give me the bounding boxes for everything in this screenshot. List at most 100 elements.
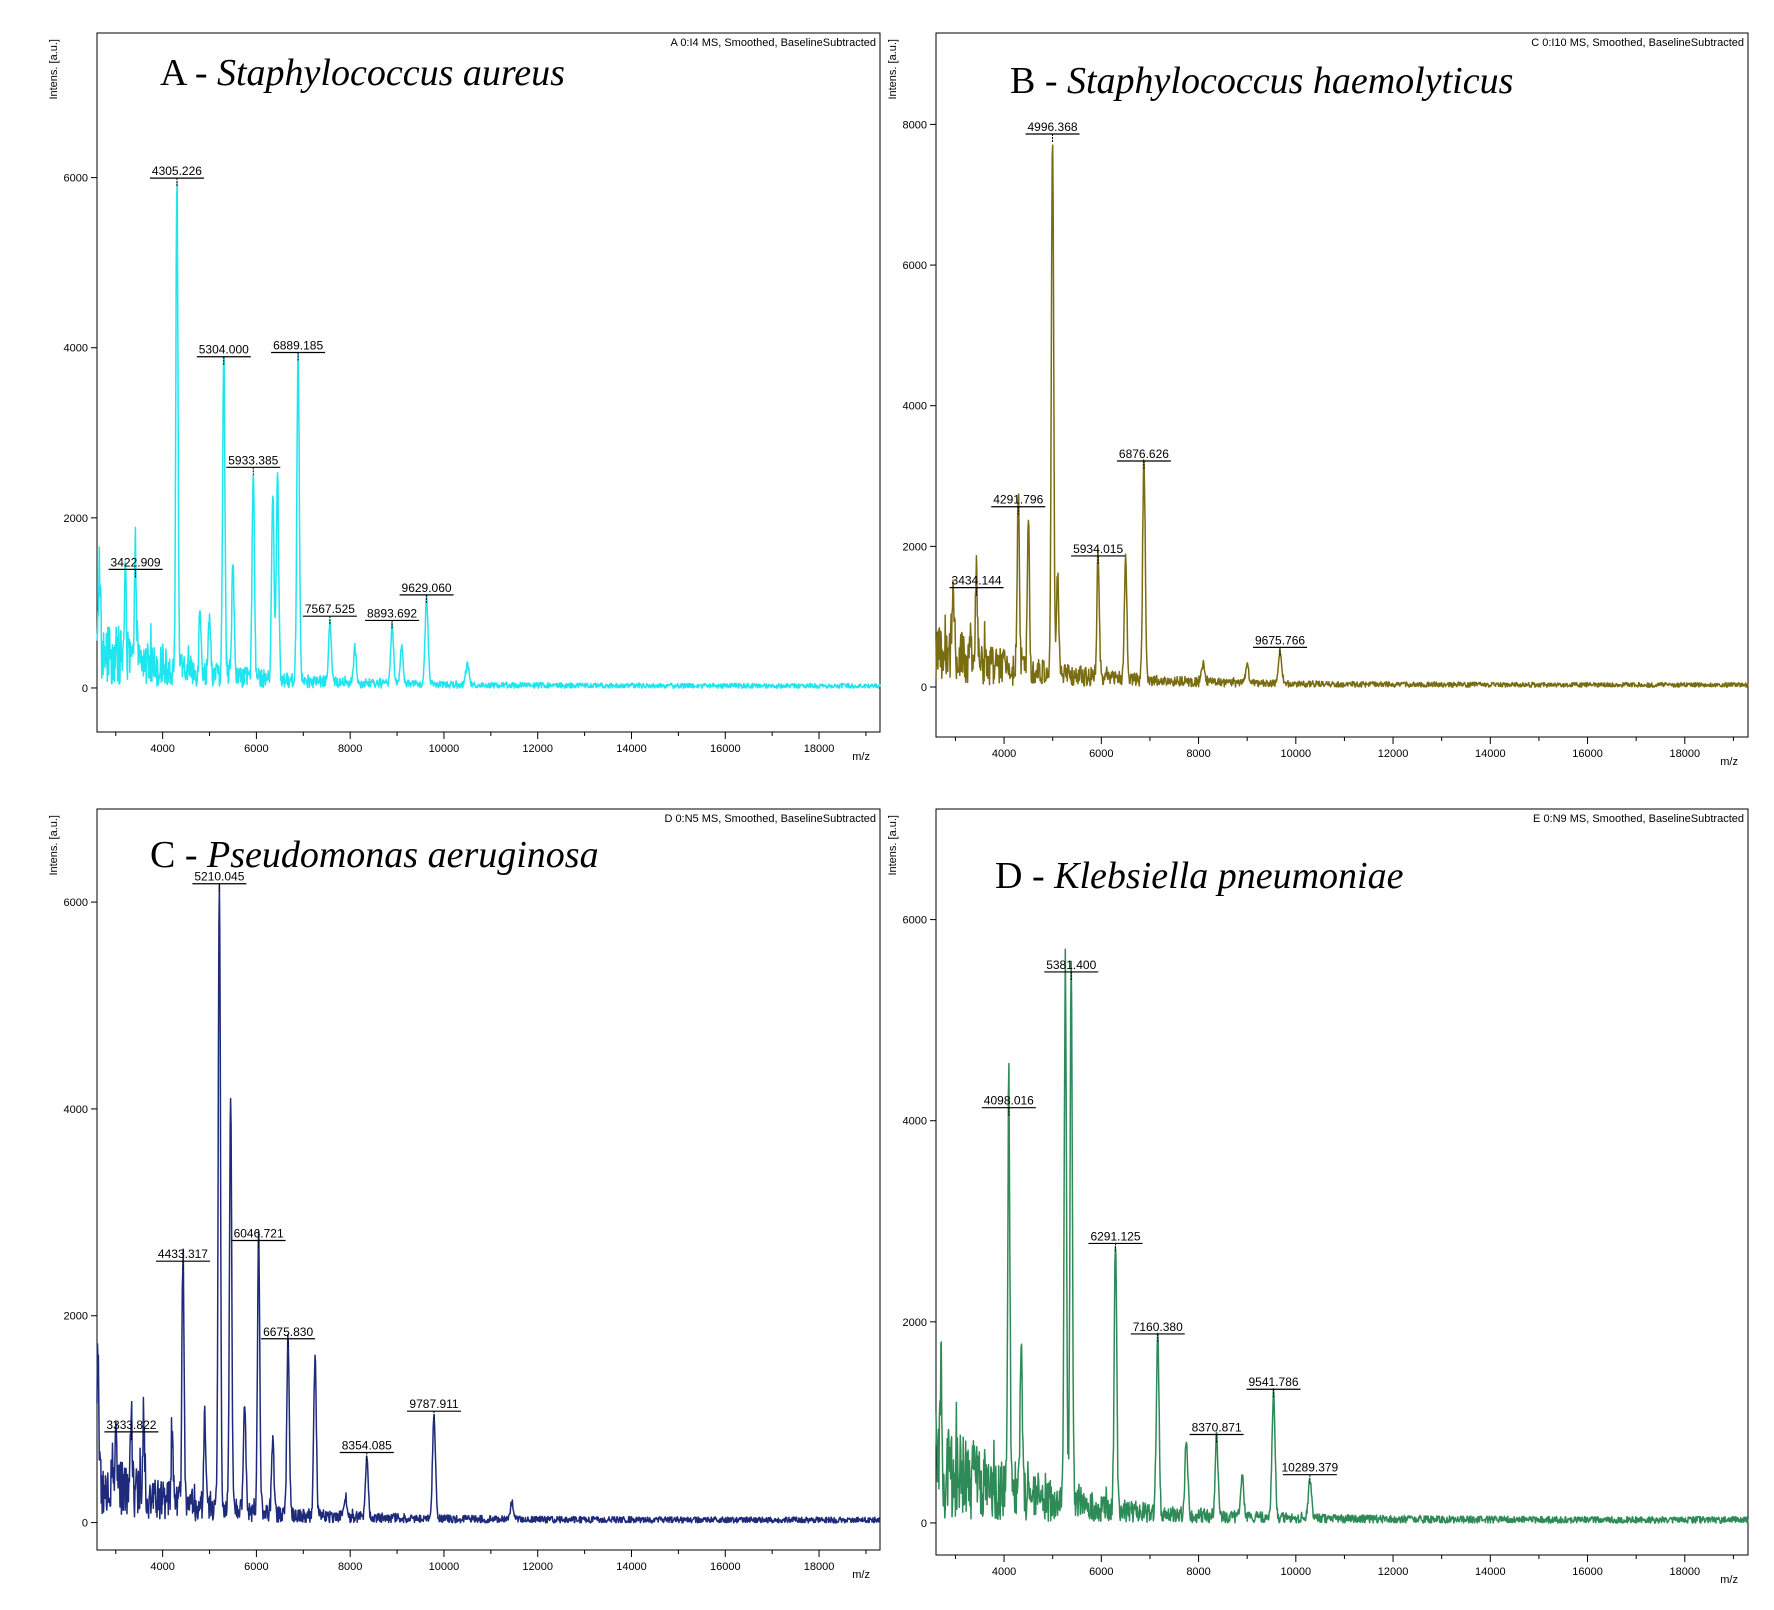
spectrum-header: A 0:I4 MS, Smoothed, BaselineSubtracted <box>671 37 876 49</box>
x-axis-label: m/z <box>852 1569 870 1581</box>
peak-label: 6876.626 <box>1119 447 1169 461</box>
peak-label: 4305.226 <box>152 164 202 178</box>
peak-label: 5933.385 <box>228 453 278 467</box>
peak-label: 4433.317 <box>158 1247 208 1261</box>
panel-title: C - Pseudomonas aeruginosa <box>150 834 599 876</box>
spectrum-trace <box>935 144 1749 688</box>
spectrum-panel-2: C 0:I10 MS, Smoothed, BaselineSubtracted… <box>887 32 1749 768</box>
plot-frame <box>935 32 1749 738</box>
spectrum-trace <box>96 180 881 689</box>
x-tick-label: 4000 <box>150 743 174 755</box>
y-axis-label: Intens. [a.u.] <box>48 39 60 100</box>
y-tick-label: 6000 <box>903 260 927 272</box>
peak-label: 10289.379 <box>1282 1461 1339 1475</box>
peak-label: 3333.822 <box>106 1418 156 1432</box>
panel-title: B - Staphylococcus haemolyticus <box>1010 60 1513 102</box>
y-tick-label: 4000 <box>64 343 88 355</box>
y-tick-label: 0 <box>921 1518 927 1530</box>
panel-label: B - <box>1010 60 1067 102</box>
x-tick-label: 18000 <box>1669 748 1700 760</box>
x-tick-label: 16000 <box>710 1561 741 1573</box>
peak-label: 4996.368 <box>1027 120 1077 134</box>
peak-label: 9675.766 <box>1255 633 1305 647</box>
x-tick-label: 10000 <box>429 743 460 755</box>
x-axis-label: m/z <box>1720 1574 1738 1586</box>
peak-label: 7567.525 <box>305 602 355 616</box>
peak-label: 8893.692 <box>367 606 417 620</box>
x-tick-label: 14000 <box>1475 748 1506 760</box>
y-tick-label: 2000 <box>64 1311 88 1323</box>
peak-label: 3422.909 <box>111 555 161 569</box>
spectrum-header: E 0:N9 MS, Smoothed, BaselineSubtracted <box>1533 813 1744 825</box>
x-tick-label: 18000 <box>804 1561 835 1573</box>
y-axis-label: Intens. [a.u.] <box>887 815 899 876</box>
x-tick-label: 12000 <box>522 1561 553 1573</box>
x-tick-label: 8000 <box>338 743 362 755</box>
x-tick-label: 4000 <box>150 1561 174 1573</box>
x-tick-label: 16000 <box>1572 748 1603 760</box>
x-tick-label: 10000 <box>1281 748 1312 760</box>
plot-frame <box>935 808 1749 1556</box>
spectrum-trace <box>96 884 881 1524</box>
organism-name: Staphylococcus haemolyticus <box>1067 60 1513 102</box>
y-tick-label: 2000 <box>903 1317 927 1329</box>
panel-label: D - <box>995 855 1054 897</box>
peak-label: 7160.380 <box>1133 1320 1183 1334</box>
y-axis-label: Intens. [a.u.] <box>887 39 899 100</box>
peak-label: 6046.721 <box>234 1227 284 1241</box>
x-tick-label: 12000 <box>522 743 553 755</box>
x-tick-label: 14000 <box>616 1561 647 1573</box>
x-tick-label: 8000 <box>1186 1566 1210 1578</box>
peak-label: 5304.000 <box>199 343 249 357</box>
spectrum-panel-1: A 0:I4 MS, Smoothed, BaselineSubtracted A… <box>48 32 881 763</box>
plot-frame <box>96 32 881 733</box>
spectrum-trace <box>935 948 1749 1524</box>
spectrum-header: C 0:I10 MS, Smoothed, BaselineSubtracted <box>1531 37 1744 49</box>
x-tick-label: 10000 <box>1281 1566 1312 1578</box>
organism-name: Staphylococcus aureus <box>217 52 565 94</box>
y-tick-label: 4000 <box>64 1104 88 1116</box>
x-axis-label: m/z <box>1720 756 1738 768</box>
plot-frame <box>96 808 881 1551</box>
peak-label: 6291.125 <box>1090 1229 1140 1243</box>
peak-label: 8354.085 <box>342 1439 392 1453</box>
x-axis-label: m/z <box>852 751 870 763</box>
x-tick-label: 8000 <box>1186 748 1210 760</box>
x-tick-label: 4000 <box>992 748 1016 760</box>
peak-label: 5934.015 <box>1073 542 1123 556</box>
peak-label: 9541.786 <box>1248 1375 1298 1389</box>
panel-title: D - Klebsiella pneumoniae <box>995 855 1404 897</box>
x-tick-label: 18000 <box>804 743 835 755</box>
y-tick-label: 6000 <box>64 897 88 909</box>
organism-name: Pseudomonas aeruginosa <box>206 834 599 876</box>
x-tick-label: 4000 <box>992 1566 1016 1578</box>
peak-label: 8370.871 <box>1192 1420 1242 1434</box>
y-tick-label: 6000 <box>903 915 927 927</box>
y-tick-label: 0 <box>82 1518 88 1530</box>
organism-name: Klebsiella pneumoniae <box>1053 855 1403 897</box>
panel-label: A - <box>160 52 217 94</box>
y-tick-label: 4000 <box>903 1116 927 1128</box>
x-tick-label: 12000 <box>1378 748 1409 760</box>
panel-title: A - Staphylococcus aureus <box>160 52 565 94</box>
peak-label: 6675.830 <box>263 1325 313 1339</box>
x-tick-label: 6000 <box>244 743 268 755</box>
x-tick-label: 14000 <box>1475 1566 1506 1578</box>
peak-label: 4291.796 <box>993 493 1043 507</box>
spectrum-panel-3: D 0:N5 MS, Smoothed, BaselineSubtracted C… <box>48 808 881 1581</box>
peak-label: 4098.016 <box>984 1094 1034 1108</box>
x-tick-label: 8000 <box>338 1561 362 1573</box>
y-tick-label: 2000 <box>64 513 88 525</box>
x-tick-label: 6000 <box>1089 1566 1113 1578</box>
x-tick-label: 10000 <box>429 1561 460 1573</box>
x-tick-label: 14000 <box>616 743 647 755</box>
y-tick-label: 0 <box>921 682 927 694</box>
peak-label: 5381.400 <box>1046 958 1096 972</box>
x-tick-label: 12000 <box>1378 1566 1409 1578</box>
y-axis-label: Intens. [a.u.] <box>48 815 60 876</box>
panel-label: C - <box>150 834 207 876</box>
x-tick-label: 16000 <box>1572 1566 1603 1578</box>
peak-label: 9787.911 <box>409 1397 458 1411</box>
x-tick-label: 6000 <box>244 1561 268 1573</box>
